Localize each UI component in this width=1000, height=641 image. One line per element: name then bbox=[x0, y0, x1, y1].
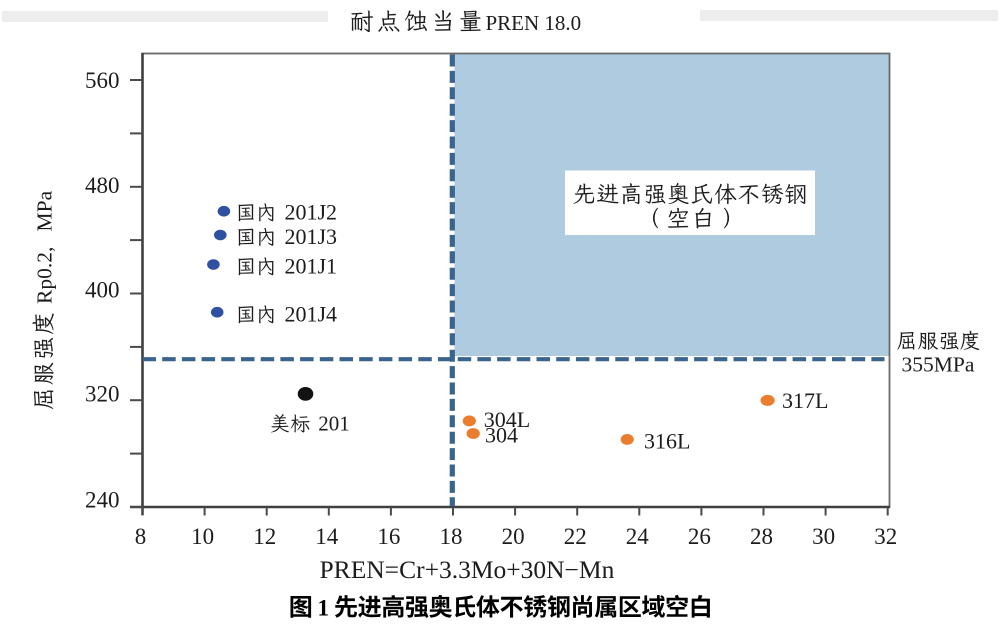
svg-text:18: 18 bbox=[440, 524, 463, 549]
svg-text:PREN=Cr+3.3Mo+30N−Mn: PREN=Cr+3.3Mo+30N−Mn bbox=[320, 555, 615, 584]
svg-text:26: 26 bbox=[688, 524, 711, 549]
svg-text:30: 30 bbox=[812, 524, 835, 549]
svg-text:MPa: MPa bbox=[33, 190, 57, 231]
svg-text:201J2: 201J2 bbox=[285, 200, 338, 225]
svg-text:201: 201 bbox=[318, 412, 350, 436]
svg-text:480: 480 bbox=[85, 173, 120, 198]
svg-text:304: 304 bbox=[485, 423, 518, 448]
svg-text:Rp0.2,: Rp0.2, bbox=[33, 247, 57, 304]
svg-text:201J4: 201J4 bbox=[285, 302, 338, 327]
svg-text:355MPa: 355MPa bbox=[902, 353, 975, 377]
svg-text:317L: 317L bbox=[782, 388, 828, 413]
svg-text:PREN 18.0: PREN 18.0 bbox=[486, 11, 582, 35]
svg-text:10: 10 bbox=[191, 524, 214, 549]
svg-text:201J3: 201J3 bbox=[285, 224, 338, 249]
svg-text:28: 28 bbox=[750, 524, 773, 549]
svg-text:12: 12 bbox=[253, 524, 276, 549]
svg-text:316L: 316L bbox=[644, 429, 690, 454]
svg-text:1: 1 bbox=[318, 596, 330, 621]
svg-text:24: 24 bbox=[626, 524, 650, 549]
svg-text:304L: 304L bbox=[484, 407, 530, 432]
svg-text:400: 400 bbox=[85, 278, 120, 303]
svg-text:320: 320 bbox=[85, 382, 120, 407]
svg-text:560: 560 bbox=[85, 68, 120, 93]
svg-text:22: 22 bbox=[564, 524, 587, 549]
svg-text:32: 32 bbox=[874, 524, 897, 549]
svg-text:240: 240 bbox=[85, 488, 120, 513]
svg-text:201J1: 201J1 bbox=[285, 254, 338, 279]
svg-text:14: 14 bbox=[315, 524, 339, 549]
svg-text:20: 20 bbox=[502, 524, 525, 549]
svg-text:16: 16 bbox=[377, 524, 400, 549]
svg-text:8: 8 bbox=[135, 524, 147, 549]
